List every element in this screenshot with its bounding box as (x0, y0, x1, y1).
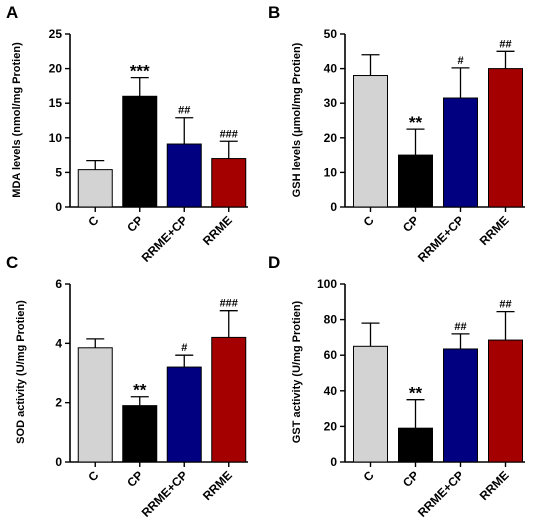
y-tick-label: 2 (55, 396, 62, 410)
y-tick-label: 0 (330, 455, 337, 469)
x-tick-label: RRME (477, 213, 512, 248)
y-axis-label: SOD activity (U/mg Protien) (15, 300, 27, 444)
y-tick-label: 4 (55, 336, 62, 350)
x-tick-label: RRME+CP (139, 468, 191, 520)
y-tick-label: 20 (324, 131, 338, 145)
chart-panel-b: B GSH levels (μmol/mg Protien) 0 10 20 30 40 50… (268, 3, 525, 265)
chart-panel-a: A MDA levels (nmol/mg Protien) 0 5 10 15 20 25 C… (6, 3, 248, 265)
y-tick-label: 0 (55, 200, 62, 214)
significance-mark: ## (454, 321, 466, 333)
bar-rrme (488, 68, 523, 208)
bar-cp (122, 95, 158, 208)
bar-c (353, 75, 388, 208)
y-tick-label: 6 (55, 277, 62, 291)
significance-mark: # (181, 342, 187, 354)
bar-rrme-cp (443, 348, 478, 463)
y-tick-label: 0 (330, 200, 337, 214)
significance-mark: ### (220, 298, 238, 310)
x-tick-label: CP (400, 213, 422, 235)
significance-mark: # (457, 55, 463, 67)
x-tick-label: C (85, 213, 101, 229)
x-tick-label: CP (124, 213, 146, 235)
y-tick-label: 50 (324, 27, 338, 41)
y-tick-label: 25 (49, 27, 63, 41)
y-tick-label: 30 (324, 96, 338, 110)
x-tick-label: RRME+CP (415, 468, 467, 520)
y-tick-label: 40 (324, 384, 338, 398)
x-tick-label: RRME (200, 468, 235, 503)
y-tick-label: 15 (49, 96, 63, 110)
x-tick-label: C (361, 468, 377, 484)
significance-mark: ** (133, 381, 147, 400)
bar-cp (122, 405, 158, 463)
x-tick-label: C (85, 468, 101, 484)
significance-mark: ## (499, 38, 511, 50)
y-axis-label: GSH levels (μmol/mg Protien) (291, 42, 303, 197)
significance-mark: *** (130, 62, 150, 81)
y-tick-label: 0 (55, 455, 62, 469)
y-tick-label: 5 (55, 165, 62, 179)
bar-rrme (211, 336, 247, 463)
panel-letter: B (268, 3, 280, 22)
y-tick-label: 20 (49, 62, 63, 76)
y-tick-label: 80 (324, 313, 338, 327)
bar-cp (398, 154, 433, 208)
panel-letter: A (6, 3, 18, 22)
bar-rrme-cp (443, 97, 478, 208)
bar-c (77, 347, 113, 463)
x-tick-label: RRME (200, 213, 235, 248)
chart-panel-c: C SOD activity (U/mg Protien) 0 2 4 6 C ** CP # RR… (6, 253, 248, 520)
bar-rrme-cp (166, 366, 202, 463)
bar-rrme-cp (166, 143, 202, 208)
significance-mark: ** (409, 384, 423, 403)
chart-panel-d: D GST activity (U/mg Protien) 0 20 40 60 80 100… (268, 253, 525, 520)
panel-letter: D (268, 253, 280, 272)
x-tick-label: C (361, 213, 377, 229)
bar-rrme (211, 158, 247, 208)
significance-mark: ### (220, 128, 238, 140)
x-tick-label: CP (124, 468, 146, 490)
significance-mark: ## (499, 299, 511, 311)
panel-letter: C (6, 253, 18, 272)
y-axis-label: MDA levels (nmol/mg Protien) (11, 42, 23, 198)
x-tick-label: RRME+CP (415, 213, 467, 265)
significance-mark: ## (178, 105, 190, 117)
x-tick-label: CP (400, 468, 422, 490)
bar-c (353, 345, 388, 463)
y-tick-label: 20 (324, 419, 338, 433)
y-tick-label: 10 (49, 131, 63, 145)
bar-cp (398, 427, 433, 463)
x-tick-label: RRME+CP (139, 213, 191, 265)
y-tick-label: 60 (324, 348, 338, 362)
bar-rrme (488, 339, 523, 463)
y-tick-label: 100 (317, 277, 337, 291)
y-tick-label: 10 (324, 165, 338, 179)
x-tick-label: RRME (477, 468, 512, 503)
significance-mark: ** (409, 113, 423, 132)
y-tick-label: 40 (324, 62, 338, 76)
y-axis-label: GST activity (U/mg Protien) (291, 300, 303, 443)
bar-c (77, 169, 113, 208)
